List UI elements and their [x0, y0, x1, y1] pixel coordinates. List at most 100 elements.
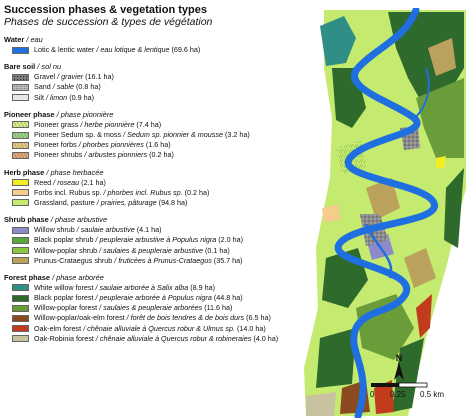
legend-area: (0.8 ha) [75, 82, 101, 92]
legend-swatch [12, 247, 29, 255]
legend-label-fr: fruticées à Prunus-Crataegus [118, 255, 212, 265]
legend-label-fr: phorbes incl. Rubus sp. [107, 187, 183, 197]
legend-label-fr: chênaie alluviale à Quercus robur & Ulmu… [87, 323, 235, 333]
legend-label-en: Pioneer Sedum sp. & moss [34, 130, 122, 140]
legend-label-fr: chênaie alluviale à Quercus robur & robi… [99, 333, 252, 343]
legend-area: (2.0 ha) [218, 235, 243, 245]
legend-swatch [12, 314, 29, 322]
legend-swatch [12, 199, 29, 207]
legend-item: Grassland, pasture / prairies, pâturage … [4, 198, 304, 208]
legend-label-fr: saulaies & peupleraie arbustive [103, 245, 204, 255]
legend: Succession phases & vegetation types Pha… [4, 2, 304, 344]
forbs-patch [322, 204, 340, 222]
legend-label-en: Willow-poplar forest [34, 303, 98, 313]
legend-group-heading: Pioneer phase / phase pionnière [4, 109, 114, 119]
side-channel [413, 67, 430, 119]
scale-label-05: 0.5 km [420, 390, 445, 399]
legend-label-en: Pioneer forbs [34, 140, 77, 150]
forest-patch [320, 16, 356, 66]
legend-label-fr: phorbes pionnières [82, 140, 144, 150]
group-name-en: Water [4, 35, 25, 44]
group-name-fr: phase arborée [56, 272, 104, 282]
legend-swatch [12, 325, 29, 333]
legend-label-en: Black poplar forest [34, 293, 94, 303]
legend-label-fr: Sedum sp. pionnier & mousse [127, 130, 223, 140]
forest-patch [388, 12, 464, 103]
legend-label-en: Oak-Robinia forest [34, 333, 94, 343]
oak-robinia-patch [306, 392, 336, 416]
group-name-en: Forest phase [4, 272, 51, 282]
legend-item: Pioneer Sedum sp. & moss / Sedum sp. pio… [4, 130, 304, 140]
legend-label-en: Willow-poplar shrub [34, 245, 98, 255]
forest-patch [316, 328, 356, 388]
legend-swatch [12, 141, 29, 149]
legend-swatch [12, 257, 29, 265]
legend-swatch [12, 304, 29, 312]
legend-area: (3.2 ha) [224, 130, 250, 140]
legend-group: Bare soil / sol nu Gravel / gravier (16.1… [4, 62, 304, 103]
legend-label-fr: saulaies & peupleraie arborées [103, 303, 203, 313]
legend-swatch [12, 83, 29, 91]
legend-label-en: Black poplar shrub [34, 235, 94, 245]
legend-label-en: Sand [34, 82, 51, 92]
legend-area: (44.8 ha) [213, 293, 243, 303]
legend-swatch [12, 189, 29, 197]
legend-area: (4.1 ha) [136, 225, 162, 235]
north-label: N [395, 353, 403, 363]
legend-item: Willow-poplar forest / saulaies & peuple… [4, 303, 304, 313]
forest-patch [416, 78, 464, 158]
legend-label-en: Willow shrub [34, 225, 75, 235]
legend-label-en: Grassland, pasture [34, 197, 95, 207]
legend-item: White willow forest / saulaie arborée à … [4, 283, 304, 293]
legend-title: Succession phases & vegetation types [4, 4, 207, 16]
scale-bar: 0 0.25 0.5 km [370, 382, 462, 412]
legend-label-fr: saulaie arbustive [80, 225, 135, 235]
legend-group: Pioneer phase / phase pionnière Pioneer g… [4, 110, 304, 161]
legend-label-fr: saulaie arborée à Salix alba [99, 282, 189, 292]
legend-label-en: Lotic & lentic water [34, 45, 95, 55]
legend-label-en: Willow-poplar/oak-elm forest [34, 313, 125, 323]
legend-label-en: Gravel [34, 72, 56, 82]
shrub-patch [428, 38, 456, 76]
scale-label-0: 0 [370, 390, 375, 399]
legend-group-heading: Forest phase / phase arborée [4, 272, 104, 282]
group-name-fr: phase pionnière [60, 109, 114, 119]
legend-label-fr: gravier [61, 72, 84, 82]
legend-label-en: Silt [34, 92, 44, 102]
legend-swatch [12, 73, 29, 81]
legend-label-fr: roseau [57, 177, 80, 187]
scale-label-025: 0.25 [390, 390, 406, 399]
legend-area: (0.2 ha) [149, 150, 174, 160]
vegetation-map [304, 8, 466, 418]
legend-swatch [12, 335, 29, 343]
forest-patch [392, 338, 424, 412]
forest-patch [356, 294, 414, 360]
legend-area: (4.0 ha) [253, 333, 279, 343]
legend-item: Pioneer shrubs / arbustes pionniers (0.2… [4, 150, 304, 160]
legend-item: Silt / limon (0.9 ha) [4, 93, 304, 103]
legend-area: (14.0 ha) [236, 323, 266, 333]
legend-item: Willow-poplar shrub / saulaies & peupler… [4, 245, 304, 255]
legend-swatch [12, 94, 29, 102]
reed-patch [436, 156, 446, 168]
legend-item: Gravel / gravier (16.1 ha) [4, 72, 304, 82]
legend-label-en: Forbs incl. Rubus sp. [34, 187, 102, 197]
legend-area: (35.7 ha) [213, 255, 243, 265]
legend-group: Shrub phase / phase arbustive Willow shru… [4, 215, 304, 266]
shrub-patch [404, 248, 436, 288]
legend-label-fr: limon [50, 92, 68, 102]
legend-label-fr: herbe pionnière [84, 119, 135, 129]
legend-group: Forest phase / phase arborée White willow… [4, 273, 304, 344]
legend-item: Prunus-Crataegus shrub / fruticées à Pru… [4, 256, 304, 266]
group-name-fr: phase arbustive [54, 215, 108, 225]
group-name-en: Bare soil [4, 62, 36, 72]
legend-area: (0.9 ha) [69, 92, 94, 102]
legend-area: (0.1 ha) [205, 245, 230, 255]
legend-area: (2.1 ha) [81, 177, 106, 187]
legend-item: Oak-Robinia forest / chênaie alluviale à… [4, 334, 304, 344]
legend-swatch [12, 294, 29, 302]
legend-item: Willow shrub / saulaie arbustive (4.1 ha… [4, 225, 304, 235]
legend-item: Oak-elm forest / chênaie alluviale à Que… [4, 324, 304, 334]
legend-label-en: Prunus-Crataegus shrub [34, 255, 113, 265]
legend-group: Water / eau Lotic & lentic water / eau lo… [4, 35, 304, 55]
